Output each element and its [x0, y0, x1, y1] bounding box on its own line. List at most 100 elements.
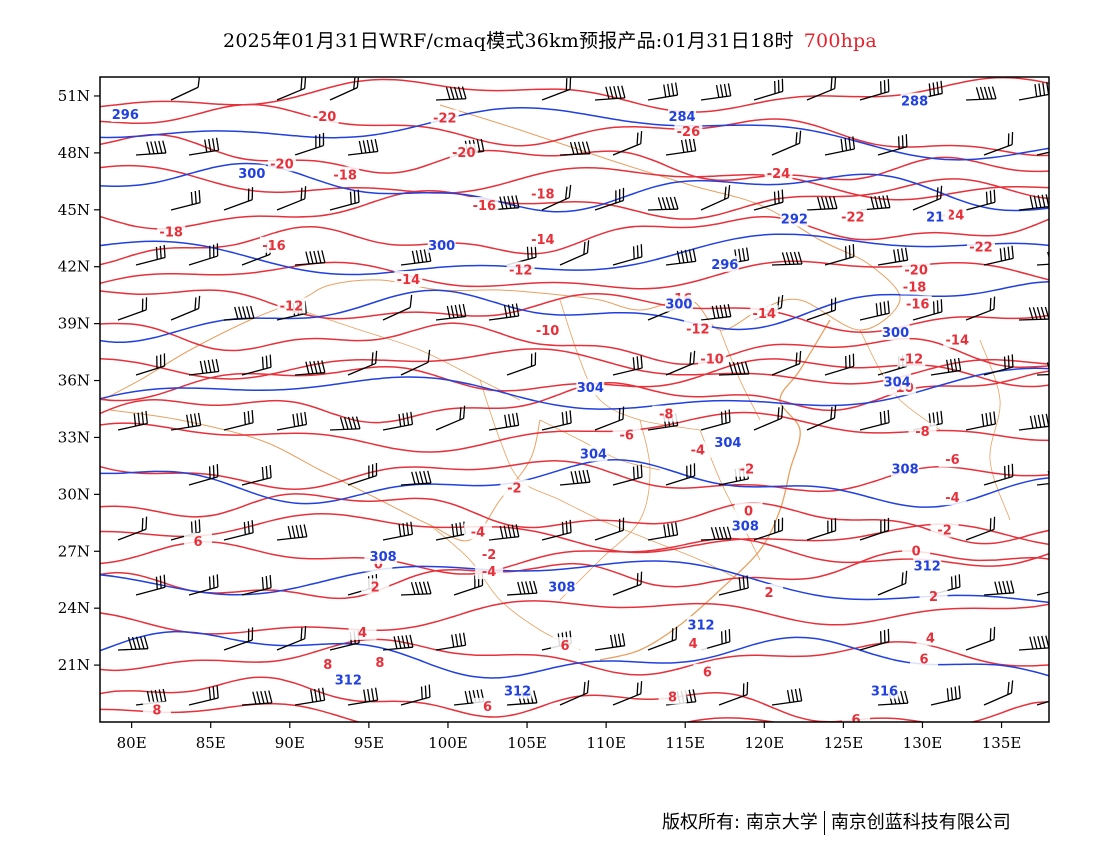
wind-barb-icon — [400, 470, 432, 486]
wind-barb-icon — [188, 464, 219, 486]
temperature-label: 0 — [912, 544, 921, 559]
wind-barb-icon — [400, 684, 431, 706]
height-label: 300 — [428, 239, 455, 254]
temperature-label: 8 — [152, 704, 161, 719]
wind-barb-icon — [965, 516, 996, 541]
wind-barb-icon — [135, 353, 166, 376]
wind-barb-icon — [117, 516, 148, 541]
wind-barb-icon — [435, 86, 467, 101]
temperature-label: -12 — [686, 322, 710, 337]
province-border — [979, 339, 1011, 521]
wind-barb-icon — [117, 636, 149, 651]
height-contour-line — [100, 280, 1049, 344]
temperature-label: -14 — [753, 307, 777, 322]
wind-barb-icon — [1018, 194, 1049, 211]
wind-barb-icon — [771, 688, 803, 706]
temperature-contour-line — [100, 550, 1049, 600]
height-label: 300 — [238, 167, 265, 182]
y-axis-ticks: 51N 48N 45N 42N 39N 36N 33N 30N 27N 24N 21N — [58, 87, 100, 674]
height-contour-line — [100, 367, 1049, 410]
temperature-label: -26 — [677, 125, 701, 140]
wind-barb-icon — [612, 244, 643, 266]
wind-barb-icon — [700, 185, 731, 211]
y-tick-label: 36N — [58, 372, 90, 390]
wind-barb-icon — [1036, 470, 1049, 486]
temperature-label: -22 — [433, 112, 457, 127]
x-tick-label: 105E — [507, 734, 547, 752]
wind-barb-icon — [983, 580, 1015, 596]
temperature-labels: -20-20 -22-20-26-24-22 -24-22-18-18-16-16-… — [142, 107, 995, 722]
temperature-label: 2 — [929, 590, 938, 605]
province-border — [599, 519, 741, 581]
temperature-label: 4 — [926, 632, 935, 647]
height-label: 300 — [882, 326, 909, 341]
wind-barb-icon — [559, 240, 590, 266]
temperature-label: 6 — [560, 639, 569, 654]
wind-barb-icon — [594, 406, 625, 431]
province-border — [559, 419, 651, 601]
wind-barb-icon — [753, 517, 784, 541]
wind-barb-icon — [294, 360, 326, 376]
wind-barb-icon — [859, 628, 890, 651]
wind-barb-icon — [647, 522, 679, 541]
wind-barbs — [117, 77, 1049, 706]
height-label: 296 — [711, 258, 738, 273]
wind-barb-icon — [347, 687, 379, 706]
wind-barb-icon — [983, 463, 1014, 486]
temperature-label: -20 — [313, 110, 337, 125]
wind-barb-icon — [700, 304, 732, 321]
y-tick-label: 42N — [58, 258, 90, 276]
wind-barb-icon — [435, 405, 466, 431]
wind-barb-icon — [753, 189, 784, 211]
wind-barb-icon — [859, 195, 891, 211]
temperature-label: -8 — [915, 425, 929, 440]
wind-barb-icon — [506, 352, 537, 376]
wind-barb-icon — [541, 410, 572, 431]
wind-barb-icon — [824, 136, 856, 156]
wind-barb-icon — [983, 131, 1014, 156]
height-contour-line — [100, 630, 1049, 679]
temperature-contour-line — [100, 178, 1049, 230]
map-frame — [99, 76, 1050, 723]
wind-barb-icon — [135, 574, 166, 596]
height-label: 288 — [901, 95, 928, 110]
temperature-label: -10 — [700, 353, 724, 368]
wind-barb-icon — [400, 349, 431, 376]
wind-barb-icon — [965, 189, 996, 211]
height-label: 304 — [580, 448, 607, 463]
height-label: 308 — [891, 463, 918, 478]
wind-barb-icon — [276, 626, 307, 651]
temperature-label: -18 — [531, 188, 555, 203]
y-tick-label: 45N — [58, 201, 90, 219]
wind-barb-icon — [983, 680, 1014, 706]
x-tick-label: 100E — [428, 734, 468, 752]
height-label: 308 — [732, 520, 759, 535]
wind-barb-icon — [276, 77, 307, 101]
wind-barb-icon — [912, 185, 943, 211]
wind-barb-icon — [170, 295, 201, 321]
wind-barb-icon — [824, 244, 855, 266]
wind-barb-icon — [241, 354, 272, 376]
temperature-label: 2 — [765, 586, 774, 601]
wind-barb-icon — [170, 77, 201, 101]
temperature-label: 4 — [689, 637, 698, 652]
wind-barb-icon — [718, 682, 749, 706]
wind-barb-icon — [612, 464, 643, 486]
temperature-label: 6 — [483, 700, 492, 715]
title-text: 2025年01月31日WRF/cmaq模式36km预报产品:01月31日18时 — [223, 30, 794, 52]
wind-barb-icon — [435, 303, 467, 321]
x-tick-label: 135E — [982, 734, 1022, 752]
height-contour-line — [100, 233, 1049, 276]
x-tick-label: 125E — [824, 734, 864, 752]
wind-barb-icon — [1036, 251, 1049, 266]
org-nju: 南京大学 — [745, 812, 818, 833]
temperature-label: -2 — [507, 482, 521, 497]
temperature-label: 0 — [744, 504, 753, 519]
x-tick-label: 95E — [354, 734, 384, 752]
temperature-label: 6 — [703, 666, 712, 681]
x-tick-label: 115E — [665, 734, 705, 752]
temperature-label: -16 — [262, 239, 286, 254]
wind-barb-icon — [117, 297, 148, 321]
wind-barb-icon — [488, 524, 520, 541]
